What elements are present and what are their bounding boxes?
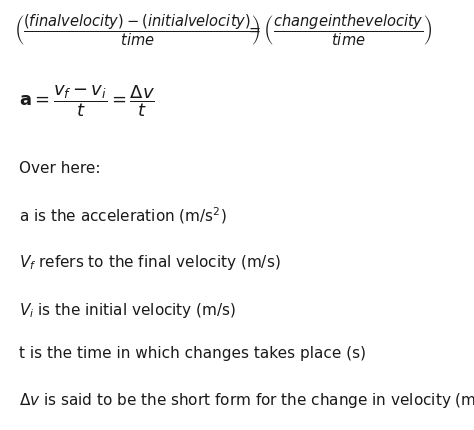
Text: $\left(\dfrac{\mathit{(finalvelocity)-(initialvelocity)}}{\mathit{time}}\right)$: $\left(\dfrac{\mathit{(finalvelocity)-(i… [14,12,261,48]
Text: $\Delta v$ is said to be the short form for the change in velocity (m/s): $\Delta v$ is said to be the short form … [19,390,474,409]
Text: $\mathbf{a} = \dfrac{v_f - v_i}{t} = \dfrac{\Delta v}{t}$: $\mathbf{a} = \dfrac{v_f - v_i}{t} = \df… [19,83,155,119]
Text: Over here:: Over here: [19,160,100,175]
Text: t is the time in which changes takes place (s): t is the time in which changes takes pla… [19,345,366,360]
Text: $V_i$ is the initial velocity (m/s): $V_i$ is the initial velocity (m/s) [19,300,236,319]
Text: a is the acceleration (m/s$^{2}$): a is the acceleration (m/s$^{2}$) [19,205,227,225]
Text: $V_f$ refers to the final velocity (m/s): $V_f$ refers to the final velocity (m/s) [19,253,281,272]
Text: $=\left(\dfrac{\mathit{changeinthevelocity}}{\mathit{time}}\right)$: $=\left(\dfrac{\mathit{changeintheveloci… [246,12,433,48]
